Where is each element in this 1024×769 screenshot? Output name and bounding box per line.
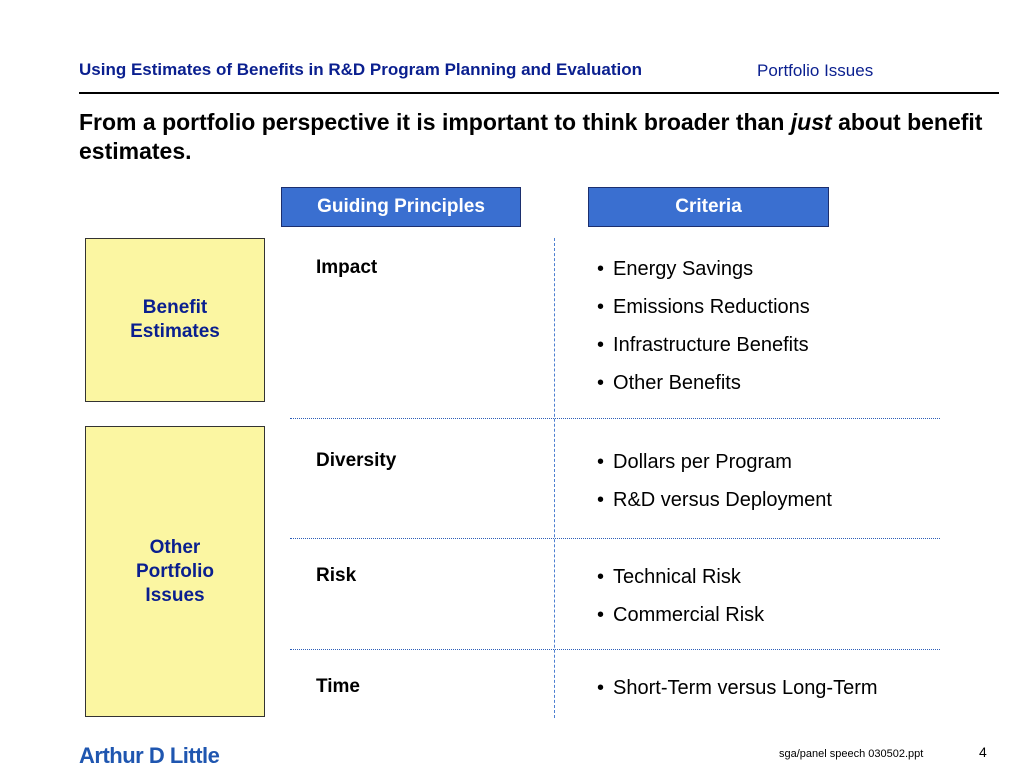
row-divider xyxy=(290,538,940,539)
criteria-item: Technical Risk xyxy=(597,565,764,603)
slide-section-label: Portfolio Issues xyxy=(757,61,874,80)
footer-filename: sga/panel speech 030502.ppt xyxy=(779,748,924,760)
other-portfolio-issues-label: Other Portfolio Issues xyxy=(135,536,215,606)
column-separator xyxy=(554,238,555,718)
benefit-estimates-box: Benefit Estimates xyxy=(85,238,265,402)
row-divider xyxy=(290,649,940,650)
criteria-item: Emissions Reductions xyxy=(597,295,810,333)
principle-risk: Risk xyxy=(316,565,357,586)
header-divider xyxy=(79,92,999,94)
headline-text-start: From a portfolio perspective it is impor… xyxy=(79,109,791,135)
criteria-item: Short-Term versus Long-Term xyxy=(597,676,878,714)
criteria-list-diversity: Dollars per Program R&D versus Deploymen… xyxy=(597,450,832,526)
criteria-item: Infrastructure Benefits xyxy=(597,333,810,371)
arthur-d-little-logo: Arthur D Little xyxy=(79,743,220,768)
criteria-item: Other Benefits xyxy=(597,371,810,409)
headline-emphasis: just xyxy=(790,109,832,135)
other-portfolio-issues-box: Other Portfolio Issues xyxy=(85,426,265,717)
criteria-item: Commercial Risk xyxy=(597,603,764,641)
principle-time: Time xyxy=(316,676,361,697)
row-divider xyxy=(290,418,940,419)
page-number: 4 xyxy=(979,744,987,760)
headline-text-end: about benefit estimates. xyxy=(79,109,983,164)
criteria-header: Criteria xyxy=(588,187,829,227)
principle-impact: Impact xyxy=(316,257,378,278)
benefit-estimates-label: Benefit Estimates xyxy=(130,297,220,342)
slide-headline: From a portfolio perspective it is impor… xyxy=(79,108,1009,166)
slide-header-title: Using Estimates of Benefits in R&D Progr… xyxy=(79,60,642,79)
criteria-item: R&D versus Deployment xyxy=(597,488,832,526)
criteria-list-time: Short-Term versus Long-Term xyxy=(597,676,878,714)
criteria-item: Dollars per Program xyxy=(597,450,832,488)
principle-diversity: Diversity xyxy=(316,450,397,471)
guiding-principles-header: Guiding Principles xyxy=(281,187,521,227)
criteria-list-impact: Energy Savings Emissions Reductions Infr… xyxy=(597,257,810,409)
criteria-list-risk: Technical Risk Commercial Risk xyxy=(597,565,764,641)
criteria-item: Energy Savings xyxy=(597,257,810,295)
